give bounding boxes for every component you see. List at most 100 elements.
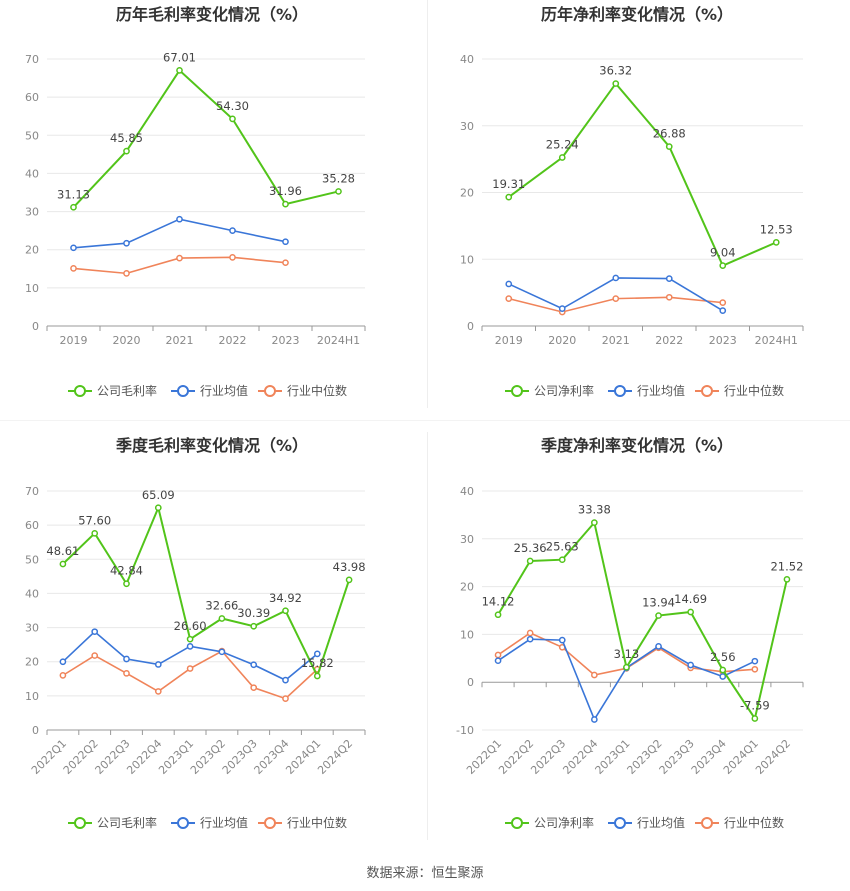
data-point-company bbox=[176, 67, 183, 74]
data-label: 19.31 bbox=[492, 177, 525, 191]
data-point-median bbox=[526, 629, 534, 637]
vertical-divider bbox=[427, 432, 428, 840]
data-point-company bbox=[558, 154, 566, 161]
data-point-avg bbox=[655, 643, 662, 650]
data-label: 30.39 bbox=[237, 606, 270, 620]
y-tick-label: 70 bbox=[25, 53, 39, 66]
series-line-avg bbox=[73, 218, 286, 249]
x-tick-label: 2022 bbox=[219, 334, 247, 347]
y-tick-label: 0 bbox=[32, 724, 39, 737]
data-point-median bbox=[494, 651, 502, 659]
legend-label: 行业中位数 bbox=[287, 383, 347, 398]
y-tick-label: 30 bbox=[25, 206, 39, 219]
series-line-company bbox=[508, 81, 777, 267]
legend-marker bbox=[614, 385, 626, 397]
legend-label: 行业中位数 bbox=[287, 815, 347, 830]
data-point-avg bbox=[154, 661, 162, 668]
y-tick-label: 60 bbox=[25, 519, 39, 532]
data-label: 31.13 bbox=[57, 187, 90, 201]
quarterly-gross-margin-chart: 季度毛利率变化情况（%） 0 10 20 30 40 50 60 70 2022Q1 2022Q2 2… bbox=[0, 431, 425, 861]
data-point-median bbox=[719, 299, 727, 306]
legend-marker bbox=[701, 385, 713, 397]
annual-gross-margin-chart: 历年毛利率变化情况（%） 0 10 20 30 40 50 60 70 2019 2020 2021 2… bbox=[0, 0, 425, 430]
x-tick-label: 2022 bbox=[655, 334, 683, 347]
series-line-avg bbox=[508, 277, 724, 312]
data-point-company bbox=[687, 608, 694, 616]
data-label: 25.63 bbox=[546, 540, 579, 554]
chart-title: 季度净利率变化情况（%） bbox=[540, 436, 733, 455]
data-point-median bbox=[250, 684, 258, 692]
legend-marker bbox=[264, 817, 276, 829]
annual-net-margin-chart: 历年净利率变化情况（%） 0 10 20 30 40 2019 2020 2021 2022 202… bbox=[425, 0, 850, 430]
data-point-company bbox=[751, 715, 759, 722]
y-tick-label: 10 bbox=[25, 282, 39, 295]
chart-title: 季度毛利率变化情况（%） bbox=[115, 436, 308, 455]
data-point-median bbox=[123, 270, 130, 277]
legend-marker bbox=[264, 385, 276, 397]
data-label: 42.84 bbox=[110, 564, 143, 578]
legend-label: 行业均值 bbox=[200, 383, 248, 398]
y-tick-label: 0 bbox=[32, 320, 39, 333]
data-point-median bbox=[154, 688, 162, 695]
x-tick-label: 2019 bbox=[60, 334, 88, 347]
y-tick-label: 70 bbox=[25, 485, 39, 498]
vertical-divider bbox=[427, 0, 428, 408]
data-point-median bbox=[91, 652, 99, 659]
data-point-company bbox=[612, 80, 620, 87]
data-point-company bbox=[91, 529, 99, 537]
data-point-avg bbox=[494, 657, 502, 665]
legend-marker bbox=[511, 817, 523, 829]
data-point-median bbox=[123, 669, 130, 677]
data-point-avg bbox=[91, 628, 99, 636]
quarterly-net-margin-chart: 季度净利率变化情况（%） -10 0 10 20 30 40 2022Q1 2022Q2 2022… bbox=[425, 431, 850, 861]
legend-label: 行业均值 bbox=[200, 815, 248, 830]
data-label: 2.56 bbox=[710, 650, 736, 664]
data-point-company bbox=[186, 635, 194, 643]
data-point-company bbox=[70, 203, 77, 211]
x-tick-label: 2024H1 bbox=[755, 334, 798, 347]
y-tick-label: 10 bbox=[460, 628, 474, 641]
x-tick-label: 2019 bbox=[495, 334, 523, 347]
data-point-company bbox=[665, 143, 673, 150]
data-label: 36.32 bbox=[599, 64, 632, 78]
data-point-company bbox=[250, 622, 258, 630]
data-point-avg bbox=[70, 244, 77, 252]
data-point-avg bbox=[719, 673, 727, 680]
y-tick-label: 20 bbox=[460, 187, 474, 200]
data-point-median bbox=[176, 254, 183, 262]
data-label: 25.24 bbox=[546, 138, 579, 152]
data-point-avg bbox=[558, 305, 566, 312]
data-label: 13.94 bbox=[642, 596, 675, 610]
x-tick-label: 2024H1 bbox=[317, 334, 360, 347]
series-line-median bbox=[62, 650, 318, 700]
data-label: 43.98 bbox=[333, 560, 366, 574]
data-point-company bbox=[772, 239, 780, 246]
data-label: 54.30 bbox=[216, 99, 249, 113]
data-label: 57.60 bbox=[78, 513, 111, 527]
data-point-company bbox=[591, 519, 598, 526]
data-point-avg bbox=[687, 661, 694, 669]
data-point-company bbox=[59, 560, 67, 568]
data-point-company bbox=[494, 611, 502, 619]
legend-marker bbox=[177, 385, 189, 397]
data-point-company bbox=[526, 557, 534, 565]
data-point-company bbox=[313, 672, 321, 680]
data-point-median bbox=[612, 295, 620, 302]
data-label: -7.59 bbox=[740, 698, 770, 712]
data-label: 67.01 bbox=[163, 50, 196, 64]
data-label: 25.36 bbox=[514, 541, 547, 555]
y-tick-label: 0 bbox=[467, 320, 474, 333]
legend-label: 公司毛利率 bbox=[97, 815, 157, 830]
data-label: 3.13 bbox=[614, 647, 640, 661]
legend-label: 行业中位数 bbox=[724, 815, 784, 830]
data-label: 33.38 bbox=[578, 503, 611, 517]
x-tick-label: 2023 bbox=[709, 334, 737, 347]
data-point-median bbox=[591, 671, 598, 679]
legend-marker bbox=[74, 385, 86, 397]
data-label: 15.82 bbox=[301, 656, 334, 670]
legend-label: 行业均值 bbox=[637, 383, 685, 398]
data-point-avg bbox=[250, 661, 258, 669]
data-label: 26.60 bbox=[174, 619, 207, 633]
y-tick-label: 30 bbox=[460, 533, 474, 546]
data-point-median bbox=[665, 293, 673, 301]
